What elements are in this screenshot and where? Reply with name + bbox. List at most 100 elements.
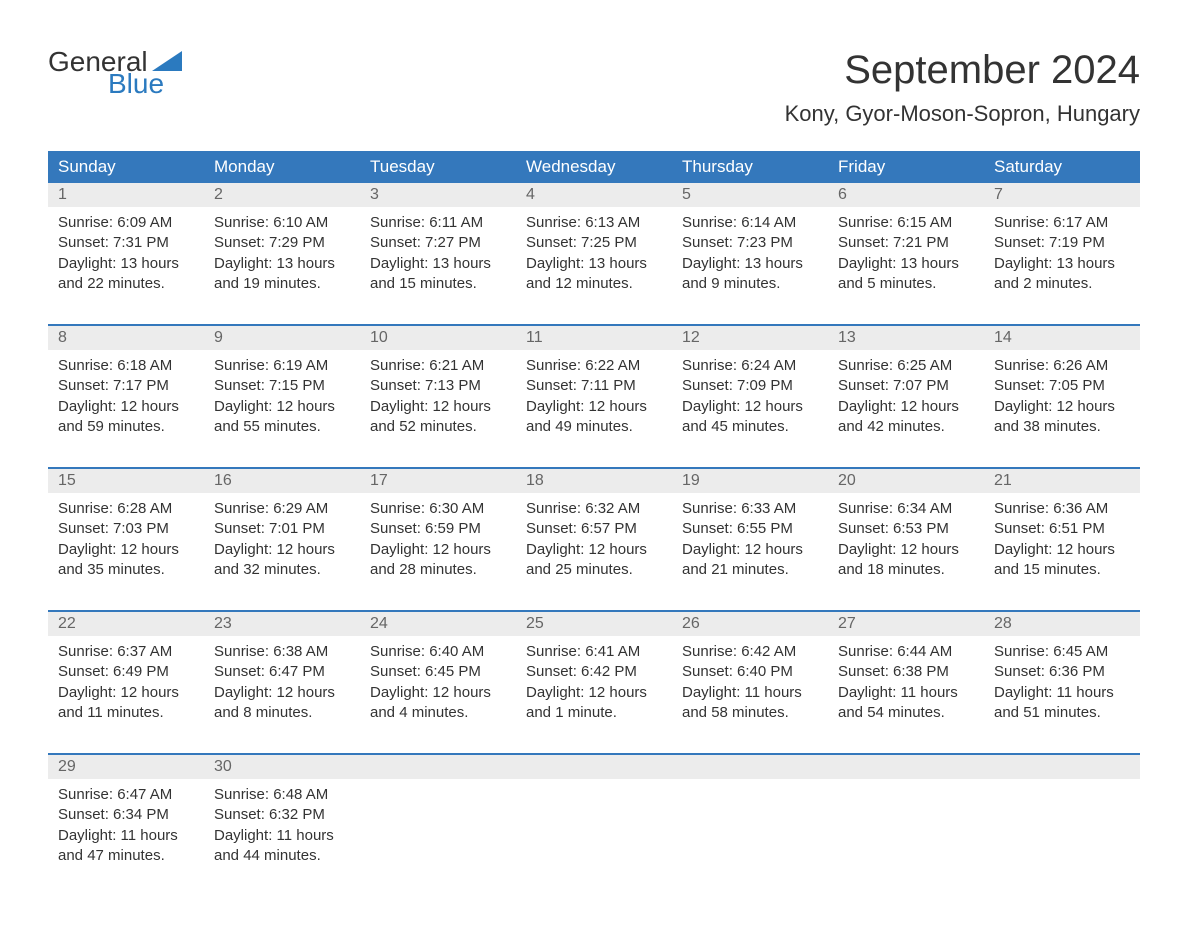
day-cell-20: Sunrise: 6:34 AMSunset: 6:53 PMDaylight:… (828, 493, 984, 592)
sunrise-text: Sunrise: 6:18 AM (58, 356, 194, 376)
daylight-text: Daylight: 12 hours and 45 minutes. (682, 397, 818, 438)
weekday-thursday: Thursday (672, 151, 828, 183)
day-cell-1: Sunrise: 6:09 AMSunset: 7:31 PMDaylight:… (48, 207, 204, 306)
day-number-21: 21 (984, 469, 1140, 493)
day-cell-27: Sunrise: 6:44 AMSunset: 6:38 PMDaylight:… (828, 636, 984, 735)
day-number-empty (828, 755, 984, 779)
calendar: SundayMondayTuesdayWednesdayThursdayFrid… (48, 151, 1140, 878)
day-number-1: 1 (48, 183, 204, 207)
sunrise-text: Sunrise: 6:26 AM (994, 356, 1130, 376)
day-number-6: 6 (828, 183, 984, 207)
day-cell-9: Sunrise: 6:19 AMSunset: 7:15 PMDaylight:… (204, 350, 360, 449)
daynum-row: 1234567 (48, 183, 1140, 207)
sunrise-text: Sunrise: 6:32 AM (526, 499, 662, 519)
daylight-text: Daylight: 12 hours and 52 minutes. (370, 397, 506, 438)
day-cell-15: Sunrise: 6:28 AMSunset: 7:03 PMDaylight:… (48, 493, 204, 592)
weekday-saturday: Saturday (984, 151, 1140, 183)
sunrise-text: Sunrise: 6:33 AM (682, 499, 818, 519)
weekday-wednesday: Wednesday (516, 151, 672, 183)
weekday-tuesday: Tuesday (360, 151, 516, 183)
daycontent-row: Sunrise: 6:28 AMSunset: 7:03 PM Daylight:… (48, 493, 1140, 592)
day-cell-13: Sunrise: 6:25 AMSunset: 7:07 PMDaylight:… (828, 350, 984, 449)
daylight-text: Daylight: 12 hours and 32 minutes. (214, 540, 350, 581)
sunrise-text: Sunrise: 6:22 AM (526, 356, 662, 376)
week-1: 1234567Sunrise: 6:09 AMSunset: 7:31 PMDa… (48, 183, 1140, 306)
week-3: 15161718192021Sunrise: 6:28 AMSunset: 7:… (48, 467, 1140, 592)
sunset-text: Sunset: 7:25 PM (526, 233, 662, 253)
sunset-text: Sunset: 7:17 PM (58, 376, 194, 396)
day-cell-empty (828, 779, 984, 878)
daylight-text: Daylight: 11 hours and 58 minutes. (682, 683, 818, 724)
day-cell-8: Sunrise: 6:18 AMSunset: 7:17 PMDaylight:… (48, 350, 204, 449)
daylight-text: Daylight: 12 hours and 8 minutes. (214, 683, 350, 724)
day-number-10: 10 (360, 326, 516, 350)
sunrise-text: Sunrise: 6:11 AM (370, 213, 506, 233)
daylight-text: Daylight: 13 hours and 15 minutes. (370, 254, 506, 295)
sunrise-text: Sunrise: 6:13 AM (526, 213, 662, 233)
sunrise-text: Sunrise: 6:15 AM (838, 213, 974, 233)
daynum-row: 891011121314 (48, 326, 1140, 350)
day-cell-empty (516, 779, 672, 878)
sunrise-text: Sunrise: 6:09 AM (58, 213, 194, 233)
day-cell-empty (672, 779, 828, 878)
daylight-text: Daylight: 12 hours and 18 minutes. (838, 540, 974, 581)
sunset-text: Sunset: 7:29 PM (214, 233, 350, 253)
day-cell-25: Sunrise: 6:41 AMSunset: 6:42 PMDaylight:… (516, 636, 672, 735)
sunset-text: Sunset: 7:27 PM (370, 233, 506, 253)
day-number-12: 12 (672, 326, 828, 350)
sunset-text: Sunset: 7:03 PM (58, 519, 194, 539)
sunset-text: Sunset: 7:19 PM (994, 233, 1130, 253)
sunrise-text: Sunrise: 6:36 AM (994, 499, 1130, 519)
sunset-text: Sunset: 7:07 PM (838, 376, 974, 396)
week-4: 22232425262728Sunrise: 6:37 AMSunset: 6:… (48, 610, 1140, 735)
sunset-text: Sunset: 7:09 PM (682, 376, 818, 396)
day-cell-7: Sunrise: 6:17 AMSunset: 7:19 PMDaylight:… (984, 207, 1140, 306)
sunrise-text: Sunrise: 6:19 AM (214, 356, 350, 376)
page-header: General Blue September 2024 Kony, Gyor-M… (48, 48, 1140, 127)
daylight-text: Daylight: 13 hours and 9 minutes. (682, 254, 818, 295)
daylight-text: Daylight: 11 hours and 51 minutes. (994, 683, 1130, 724)
logo-text-blue: Blue (108, 70, 182, 98)
sunset-text: Sunset: 6:38 PM (838, 662, 974, 682)
daynum-row: 22232425262728 (48, 612, 1140, 636)
day-number-14: 14 (984, 326, 1140, 350)
sunset-text: Sunset: 7:01 PM (214, 519, 350, 539)
sunrise-text: Sunrise: 6:25 AM (838, 356, 974, 376)
sunset-text: Sunset: 6:36 PM (994, 662, 1130, 682)
sunrise-text: Sunrise: 6:47 AM (58, 785, 194, 805)
day-cell-2: Sunrise: 6:10 AMSunset: 7:29 PMDaylight:… (204, 207, 360, 306)
sunset-text: Sunset: 7:23 PM (682, 233, 818, 253)
sunset-text: Sunset: 7:11 PM (526, 376, 662, 396)
day-number-27: 27 (828, 612, 984, 636)
daylight-text: Daylight: 13 hours and 22 minutes. (58, 254, 194, 295)
day-cell-30: Sunrise: 6:48 AMSunset: 6:32 PMDaylight:… (204, 779, 360, 878)
day-number-11: 11 (516, 326, 672, 350)
day-cell-14: Sunrise: 6:26 AMSunset: 7:05 PMDaylight:… (984, 350, 1140, 449)
daylight-text: Daylight: 12 hours and 11 minutes. (58, 683, 194, 724)
sunset-text: Sunset: 7:21 PM (838, 233, 974, 253)
daylight-text: Daylight: 12 hours and 55 minutes. (214, 397, 350, 438)
day-number-empty (984, 755, 1140, 779)
daycontent-row: Sunrise: 6:09 AMSunset: 7:31 PMDaylight:… (48, 207, 1140, 306)
daylight-text: Daylight: 12 hours and 4 minutes. (370, 683, 506, 724)
day-cell-19: Sunrise: 6:33 AMSunset: 6:55 PMDaylight:… (672, 493, 828, 592)
sunset-text: Sunset: 6:57 PM (526, 519, 662, 539)
daylight-text: Daylight: 12 hours and 49 minutes. (526, 397, 662, 438)
sunrise-text: Sunrise: 6:37 AM (58, 642, 194, 662)
daynum-row: 15161718192021 (48, 469, 1140, 493)
day-cell-22: Sunrise: 6:37 AMSunset: 6:49 PMDaylight:… (48, 636, 204, 735)
day-number-9: 9 (204, 326, 360, 350)
day-number-3: 3 (360, 183, 516, 207)
day-number-25: 25 (516, 612, 672, 636)
logo: General Blue (48, 48, 182, 98)
day-number-15: 15 (48, 469, 204, 493)
day-number-22: 22 (48, 612, 204, 636)
day-number-26: 26 (672, 612, 828, 636)
daycontent-row: Sunrise: 6:37 AMSunset: 6:49 PMDaylight:… (48, 636, 1140, 735)
sunset-text: Sunset: 6:51 PM (994, 519, 1130, 539)
sunrise-text: Sunrise: 6:28 AM (58, 499, 194, 519)
weekday-sunday: Sunday (48, 151, 204, 183)
sunset-text: Sunset: 7:31 PM (58, 233, 194, 253)
weekday-friday: Friday (828, 151, 984, 183)
day-number-17: 17 (360, 469, 516, 493)
